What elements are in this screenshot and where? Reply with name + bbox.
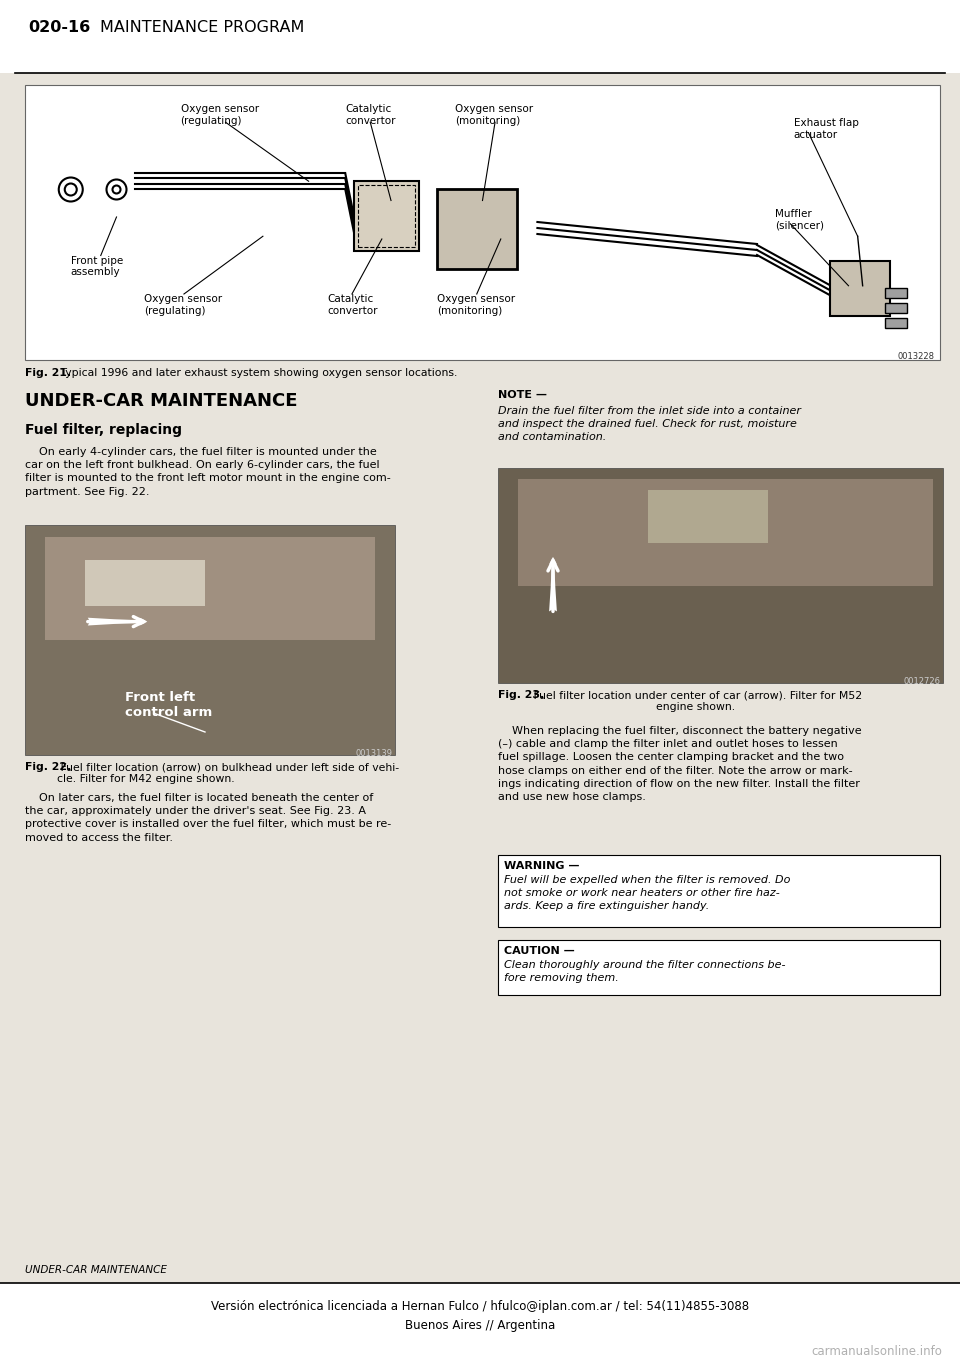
Text: MAINTENANCE PROGRAM: MAINTENANCE PROGRAM bbox=[100, 20, 304, 35]
Text: Muffler
(silencer): Muffler (silencer) bbox=[776, 209, 825, 231]
Text: 0012726: 0012726 bbox=[903, 677, 940, 687]
Text: carmanualsonline.info: carmanualsonline.info bbox=[811, 1345, 942, 1357]
Text: Front left
control arm: Front left control arm bbox=[125, 691, 212, 719]
Text: Front pipe
assembly: Front pipe assembly bbox=[71, 255, 123, 277]
Text: Exhaust flap
actuator: Exhaust flap actuator bbox=[794, 118, 858, 140]
Bar bbox=[518, 479, 933, 586]
Text: Fuel will be expelled when the filter is removed. Do
not smoke or work near heat: Fuel will be expelled when the filter is… bbox=[504, 875, 790, 912]
Bar bbox=[830, 261, 890, 316]
Text: NOTE —: NOTE — bbox=[498, 389, 547, 400]
Bar bbox=[358, 185, 416, 247]
Text: UNDER-CAR MAINTENANCE: UNDER-CAR MAINTENANCE bbox=[25, 392, 298, 410]
Text: When replacing the fuel filter, disconnect the battery negative
(–) cable and cl: When replacing the fuel filter, disconne… bbox=[498, 726, 862, 802]
Text: Oxygen sensor
(monitoring): Oxygen sensor (monitoring) bbox=[455, 104, 533, 126]
Bar bbox=[25, 525, 395, 754]
Text: CAUTION —: CAUTION — bbox=[504, 946, 575, 955]
Bar bbox=[498, 855, 940, 927]
Text: Versión electrónica licenciada a Hernan Fulco / hfulco@iplan.com.ar / tel: 54(11: Versión electrónica licenciada a Hernan … bbox=[211, 1300, 749, 1333]
Bar bbox=[885, 319, 907, 328]
Text: Fuel filter location under center of car (arrow). Filter for M52
engine shown.: Fuel filter location under center of car… bbox=[530, 689, 862, 711]
Text: Typical 1996 and later exhaust system showing oxygen sensor locations.: Typical 1996 and later exhaust system sh… bbox=[57, 368, 457, 379]
Bar bbox=[0, 1282, 960, 1357]
Bar bbox=[0, 0, 960, 73]
Text: Drain the fuel filter from the inlet side into a container
and inspect the drain: Drain the fuel filter from the inlet sid… bbox=[498, 406, 801, 442]
Bar bbox=[648, 490, 768, 543]
Text: Fig. 23.: Fig. 23. bbox=[498, 689, 544, 700]
Bar bbox=[0, 73, 960, 1282]
Text: UNDER-CAR MAINTENANCE: UNDER-CAR MAINTENANCE bbox=[25, 1265, 167, 1276]
Text: On later cars, the fuel filter is located beneath the center of
the car, approxi: On later cars, the fuel filter is locate… bbox=[25, 792, 392, 843]
Text: Oxygen sensor
(regulating): Oxygen sensor (regulating) bbox=[180, 104, 258, 126]
Text: Oxygen sensor
(regulating): Oxygen sensor (regulating) bbox=[144, 294, 222, 316]
Bar bbox=[25, 85, 940, 360]
Text: On early 4-cylinder cars, the fuel filter is mounted under the
car on the left f: On early 4-cylinder cars, the fuel filte… bbox=[25, 446, 391, 497]
Text: Fig. 21.: Fig. 21. bbox=[25, 368, 71, 379]
Text: Fuel filter location (arrow) on bulkhead under left side of vehi-
cle. Filter fo: Fuel filter location (arrow) on bulkhead… bbox=[57, 763, 399, 783]
Text: Oxygen sensor
(monitoring): Oxygen sensor (monitoring) bbox=[437, 294, 515, 316]
Text: Clean thoroughly around the filter connections be-
fore removing them.: Clean thoroughly around the filter conne… bbox=[504, 959, 785, 984]
Bar bbox=[85, 559, 205, 605]
Text: Fuel filter, replacing: Fuel filter, replacing bbox=[25, 423, 182, 437]
Bar bbox=[885, 288, 907, 299]
Text: 0013139: 0013139 bbox=[355, 749, 392, 759]
Text: 020-16: 020-16 bbox=[28, 20, 90, 35]
Text: Catalytic
convertor: Catalytic convertor bbox=[346, 104, 396, 126]
Bar bbox=[885, 303, 907, 313]
Bar bbox=[45, 536, 375, 641]
Text: WARNING —: WARNING — bbox=[504, 860, 580, 871]
Bar bbox=[498, 940, 940, 995]
Text: Catalytic
convertor: Catalytic convertor bbox=[327, 294, 377, 316]
Text: Fig. 22.: Fig. 22. bbox=[25, 763, 71, 772]
Bar bbox=[498, 468, 943, 683]
Text: 0013228: 0013228 bbox=[898, 351, 935, 361]
Bar bbox=[354, 180, 420, 251]
Bar bbox=[437, 189, 516, 269]
